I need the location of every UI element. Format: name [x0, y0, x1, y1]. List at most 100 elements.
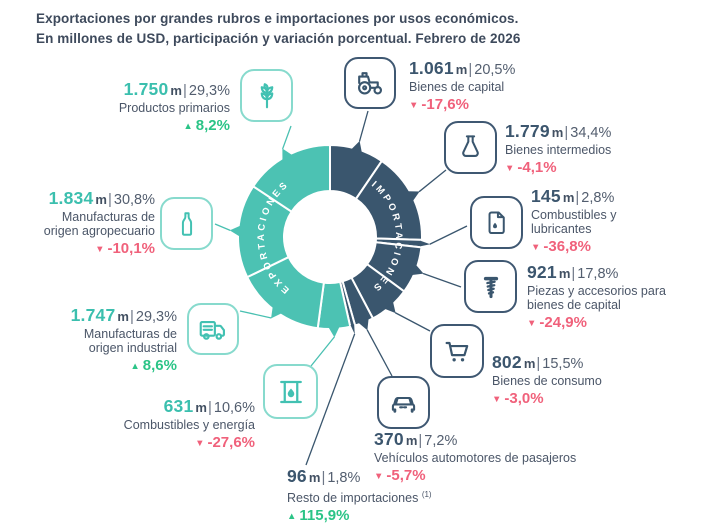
- item-label: Bienes de consumo: [492, 374, 602, 388]
- item-label: Productos primarios: [118, 101, 230, 115]
- down-arrow-icon: ▼: [95, 243, 105, 255]
- chart-subtitle: En millones de USD, participación y vari…: [36, 30, 521, 46]
- down-arrow-icon: ▼: [505, 162, 515, 174]
- icon-tile-productos-primarios: [240, 69, 293, 122]
- oil-can-icon: [488, 211, 505, 234]
- import-item-piezas-accesorios: 921 m| 17,8% Piezas y accesorios para bien…: [527, 263, 666, 332]
- flask-icon: [462, 135, 479, 157]
- item-label: Combustibles y: [531, 208, 617, 222]
- bottle-icon: [181, 211, 192, 236]
- value-line: 1.779 m| 34,4%: [505, 121, 612, 142]
- export-item-combustibles-energia: 631 m| 10,6% Combustibles y energía ▼ -27,6…: [124, 397, 255, 452]
- value-line: 1.747 m| 29,3%: [70, 305, 177, 326]
- up-arrow-icon: ▲: [130, 360, 140, 372]
- import-item-bienes-intermedios: 1.779 m| 34,4% Bienes intermedios ▼ -4,1%: [505, 122, 611, 177]
- export-item-manufacturas-agropecuario: 1.834 m| 30,8% Manufacturas de origen agro…: [44, 189, 155, 258]
- down-arrow-icon: ▼: [195, 437, 205, 449]
- share: 30,8%: [113, 192, 155, 208]
- up-arrow-icon: ▲: [287, 510, 297, 522]
- icon-tile-combustibles-energia: [263, 364, 318, 419]
- value-line: 1.061 m| 20,5%: [409, 58, 516, 79]
- up-arrow-icon: ▲: [183, 120, 193, 132]
- share: 15,5%: [542, 356, 584, 372]
- chart-title: Exportaciones por grandes rubros e impor…: [36, 11, 519, 26]
- value: 1.779: [505, 121, 550, 141]
- truck-icon: [199, 321, 225, 340]
- icon-tile-bienes-consumo: [430, 324, 484, 378]
- car-icon: [391, 396, 416, 413]
- change-badge: ▼ -24,9%: [527, 314, 587, 331]
- value-line: 802 m| 15,5%: [492, 352, 584, 373]
- share: 1,8%: [327, 470, 361, 486]
- value: 370: [374, 429, 404, 449]
- item-label: lubricantes: [531, 222, 592, 236]
- value: 1.750: [123, 79, 169, 99]
- share: 20,5%: [474, 62, 516, 78]
- value: 631: [163, 396, 194, 416]
- change-badge: ▲ 8,2%: [183, 117, 230, 134]
- share: 7,2%: [424, 433, 458, 449]
- value-line: 96 m| 1,8%: [287, 466, 361, 487]
- share: 17,8%: [577, 266, 619, 282]
- icon-tile-bienes-capital: [344, 57, 396, 109]
- cart-icon: [445, 341, 468, 361]
- item-label: Manufacturas de: [83, 327, 177, 341]
- chart-header: Exportaciones por grandes rubros e impor…: [36, 9, 520, 48]
- change-badge: ▼ -5,7%: [374, 467, 426, 484]
- share: 29,3%: [188, 83, 230, 99]
- icon-tile-combustibles-lubricantes: [470, 196, 523, 249]
- export-item-manufacturas-industrial: 1.747 m| 29,3% Manufacturas de origen indu…: [71, 306, 177, 375]
- change-badge: ▼ -36,8%: [531, 238, 591, 255]
- icon-tile-manufacturas-agropecuario: [160, 197, 213, 250]
- value-line: 145 m| 2,8%: [531, 186, 615, 207]
- item-label: origen agropecuario: [43, 224, 155, 238]
- wheat-icon: [260, 82, 273, 108]
- value: 1.061: [409, 58, 454, 78]
- down-arrow-icon: ▼: [409, 99, 419, 111]
- tractor-icon: [358, 72, 382, 95]
- item-label: Resto de importaciones (1): [287, 490, 432, 506]
- share: 34,4%: [570, 125, 612, 141]
- change-badge: ▼ -10,1%: [95, 240, 155, 257]
- down-arrow-icon: ▼: [531, 241, 541, 253]
- icon-tile-piezas-accesorios: [464, 260, 517, 313]
- import-item-bienes-capital: 1.061 m| 20,5% Bienes de capital ▼ -17,6%: [409, 59, 515, 114]
- item-label: origen industrial: [88, 341, 177, 355]
- value-line: 1.834 m| 30,8%: [48, 188, 155, 209]
- change-badge: ▼ -4,1%: [505, 159, 557, 176]
- icon-tile-vehiculos: [377, 376, 430, 429]
- screw-icon: [483, 276, 498, 298]
- value-line: 631 m| 10,6%: [163, 396, 255, 417]
- import-item-vehiculos: 370 m| 7,2% Vehículos automotores de pasaj…: [374, 430, 576, 485]
- oil-barrel-icon: [279, 380, 302, 403]
- share: 2,8%: [581, 190, 615, 206]
- item-label: Combustibles y energía: [123, 418, 255, 432]
- change-badge: ▼ -3,0%: [492, 390, 544, 407]
- change-badge: ▼ -27,6%: [195, 434, 255, 451]
- item-label: Bienes intermedios: [505, 143, 612, 157]
- share: 29,3%: [135, 309, 177, 325]
- item-label: Vehículos automotores de pasajeros: [374, 451, 577, 465]
- item-label: bienes de capital: [527, 298, 621, 312]
- footnote-mark: (1): [421, 490, 432, 499]
- value: 1.834: [48, 188, 94, 208]
- icon-tile-bienes-intermedios: [444, 121, 497, 174]
- import-item-bienes-consumo: 802 m| 15,5% Bienes de consumo ▼ -3,0%: [492, 353, 602, 408]
- value: 1.747: [70, 305, 116, 325]
- item-label: Piezas y accesorios para: [527, 284, 666, 298]
- change-badge: ▲ 8,6%: [130, 357, 177, 374]
- down-arrow-icon: ▼: [527, 317, 537, 329]
- value-line: 921 m| 17,8%: [527, 262, 619, 283]
- down-arrow-icon: ▼: [492, 393, 502, 405]
- value: 802: [492, 352, 522, 372]
- value: 145: [531, 186, 561, 206]
- import-item-resto: 96 m| 1,8% Resto de importaciones (1) ▲ 115…: [287, 467, 432, 525]
- icon-tile-manufacturas-industrial: [187, 303, 239, 355]
- value: 96: [287, 466, 307, 486]
- import-item-combustibles-lubricantes: 145 m| 2,8% Combustibles y lubricantes ▼ -3…: [531, 187, 616, 256]
- export-item-productos-primarios: 1.750 m| 29,3% Productos primarios ▲ 8,2%: [119, 80, 230, 135]
- change-badge: ▼ -17,6%: [409, 96, 469, 113]
- value-line: 370 m| 7,2%: [374, 429, 458, 450]
